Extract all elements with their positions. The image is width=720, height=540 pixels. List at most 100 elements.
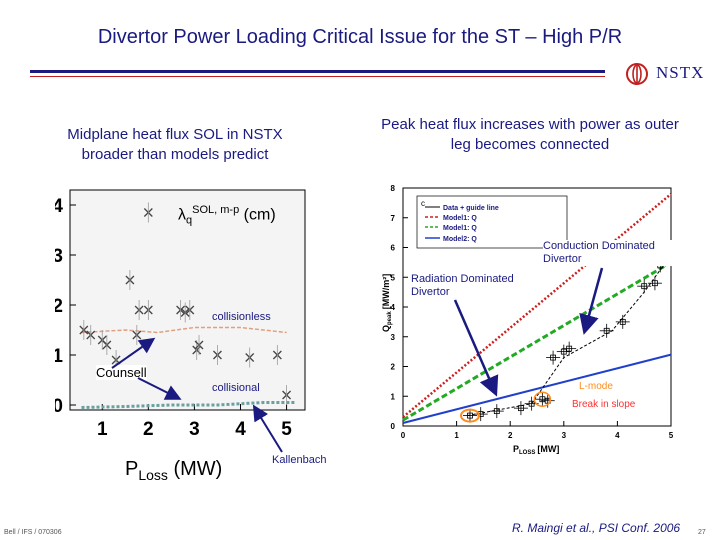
collisionless-label: collisionless — [212, 311, 271, 323]
left-data-point — [143, 202, 153, 223]
right-data-point — [647, 276, 662, 291]
footer-citation: R. Maingi et al., PSI Conf. 2006 — [512, 521, 681, 535]
right-xlabel-main: P — [513, 444, 519, 454]
right-xtick-label: 0 — [401, 431, 406, 440]
left-ylabel-sub: q — [186, 214, 193, 227]
left-data-point — [282, 385, 292, 405]
lmode-label: L-mode — [579, 381, 613, 392]
left-data-point — [180, 302, 190, 323]
right-ytick-label: 0 — [391, 422, 396, 431]
counsell-label: Counsell — [96, 365, 147, 380]
legend-panel-label: c — [421, 199, 425, 208]
left-xtick-label: 1 — [97, 419, 108, 440]
left-ylabel-sup: SOL, m-p — [192, 204, 240, 216]
right-data-point — [513, 401, 528, 416]
left-xtick-label: 2 — [143, 419, 154, 440]
left-data-point — [143, 300, 153, 320]
right-legend: c Data + guide line Model1: Q Model1: Q … — [416, 195, 568, 249]
right-data-point — [489, 404, 504, 419]
radiation-dominated-label: Radiation Dominated Divertor — [411, 273, 526, 299]
right-caption: Peak heat flux increases with power as o… — [381, 116, 679, 153]
nstx-logo-text: NSTX — [656, 63, 705, 82]
left-data-point — [245, 347, 255, 368]
right-ylabel-unit: [MW/m²] — [381, 274, 391, 310]
radiation-dominated-text: Radiation Dominated Divertor — [411, 273, 514, 298]
right-chart: 0 1 2 3 4 5 6 7 8 0 1 2 3 4 5 c Data + guide line Mod… — [381, 184, 674, 456]
legend-entry-model1-red: Model1: Q — [443, 215, 477, 222]
left-caption: Midplane heat flux SOL in NSTX broader t… — [67, 126, 283, 163]
collisional-model-line — [81, 401, 296, 409]
left-data-point — [272, 345, 282, 365]
left-data-point — [194, 335, 204, 355]
left-ylabel-unit: (cm) — [243, 206, 276, 224]
right-data-point — [562, 341, 577, 356]
left-data-point — [185, 300, 195, 320]
conduction-dominated-label: Conduction Dominated Divertor — [543, 240, 695, 266]
left-xtick-label: 4 — [235, 419, 246, 440]
model2-blue-line — [402, 353, 672, 424]
nstx-logo: NSTX — [624, 63, 714, 85]
left-data-point — [79, 320, 89, 340]
footer-left: Bell / IFS / 070306 — [4, 529, 62, 536]
left-data-point — [102, 335, 112, 355]
left-xtick-label: 3 — [189, 419, 200, 440]
collisionless-model-line — [81, 326, 287, 334]
right-data-point — [599, 323, 614, 338]
left-data-point — [212, 345, 222, 365]
lmode-highlight-ellipse — [533, 391, 552, 407]
break-in-slope-label: Break in slope — [572, 399, 636, 410]
right-data-point — [615, 314, 630, 329]
right-ytick-label: 6 — [391, 244, 396, 253]
title-rule-accent — [30, 76, 605, 77]
right-ylabel-main: Q — [381, 325, 391, 332]
title-rule — [30, 70, 605, 73]
left-data-point — [134, 300, 144, 320]
right-xlabel-unit: [MW] — [537, 444, 559, 454]
right-ytick-label: 7 — [391, 214, 396, 223]
right-xtick-label: 5 — [669, 431, 674, 440]
model1-green-line — [402, 261, 672, 422]
right-ytick-label: 1 — [391, 392, 396, 401]
right-ylabel-sub: peak — [387, 311, 393, 325]
right-xlabel-sub: LOSS — [519, 450, 535, 456]
legend-box — [416, 195, 568, 249]
right-data-point — [463, 408, 477, 423]
right-ytick-label: 2 — [391, 363, 396, 372]
left-xtick-label: 5 — [281, 419, 292, 440]
right-ytick-label: 3 — [391, 333, 396, 342]
left-ytick-label: 4 — [55, 196, 63, 217]
lmode-highlight-ellipse — [460, 408, 480, 423]
legend-entry-model2-blue: Model2: Q — [443, 236, 477, 243]
left-xlabel-sub: Loss — [138, 467, 168, 483]
right-data-point — [546, 350, 561, 365]
left-data-point — [176, 300, 186, 320]
right-ylabel: Qpeak[MW/m²] — [381, 274, 393, 332]
slide-title: Divertor Power Loading Critical Issue fo… — [97, 26, 623, 48]
right-xtick-label: 2 — [508, 431, 513, 440]
right-ytick-label: 4 — [391, 303, 396, 312]
left-xlabel-main: P — [125, 458, 139, 480]
right-xtick-label: 1 — [454, 431, 459, 440]
legend-entry-model1-green: Model1: Q — [443, 225, 477, 232]
kallenbach-label: Kallenbach — [272, 454, 327, 466]
right-data-point — [556, 344, 571, 359]
left-ylabel-symbol: λ — [178, 206, 186, 224]
nstx-emblem-icon — [626, 63, 648, 85]
page-number: 27 — [698, 529, 706, 536]
right-xtick-label: 4 — [615, 431, 620, 440]
left-ytick-label: 3 — [55, 246, 63, 267]
right-xlabel: PLOSS [MW] — [513, 444, 559, 456]
legend-entry-data: Data + guide line — [443, 205, 499, 212]
right-ytick-label: 5 — [391, 273, 396, 282]
left-ytick-label: 2 — [55, 296, 63, 317]
left-xlabel: PLoss (MW) — [125, 458, 222, 483]
left-ytick-label: 1 — [55, 346, 63, 367]
right-ytick-label: 8 — [391, 184, 396, 193]
right-xtick-label: 3 — [562, 431, 567, 440]
collisional-label: collisional — [212, 382, 260, 394]
left-ytick-label: 0 — [55, 396, 63, 417]
left-data-point — [125, 270, 135, 290]
left-data-point — [86, 325, 96, 345]
right-data-point — [637, 279, 652, 294]
left-ylabel: λqSOL, m-p (cm) — [178, 204, 276, 227]
